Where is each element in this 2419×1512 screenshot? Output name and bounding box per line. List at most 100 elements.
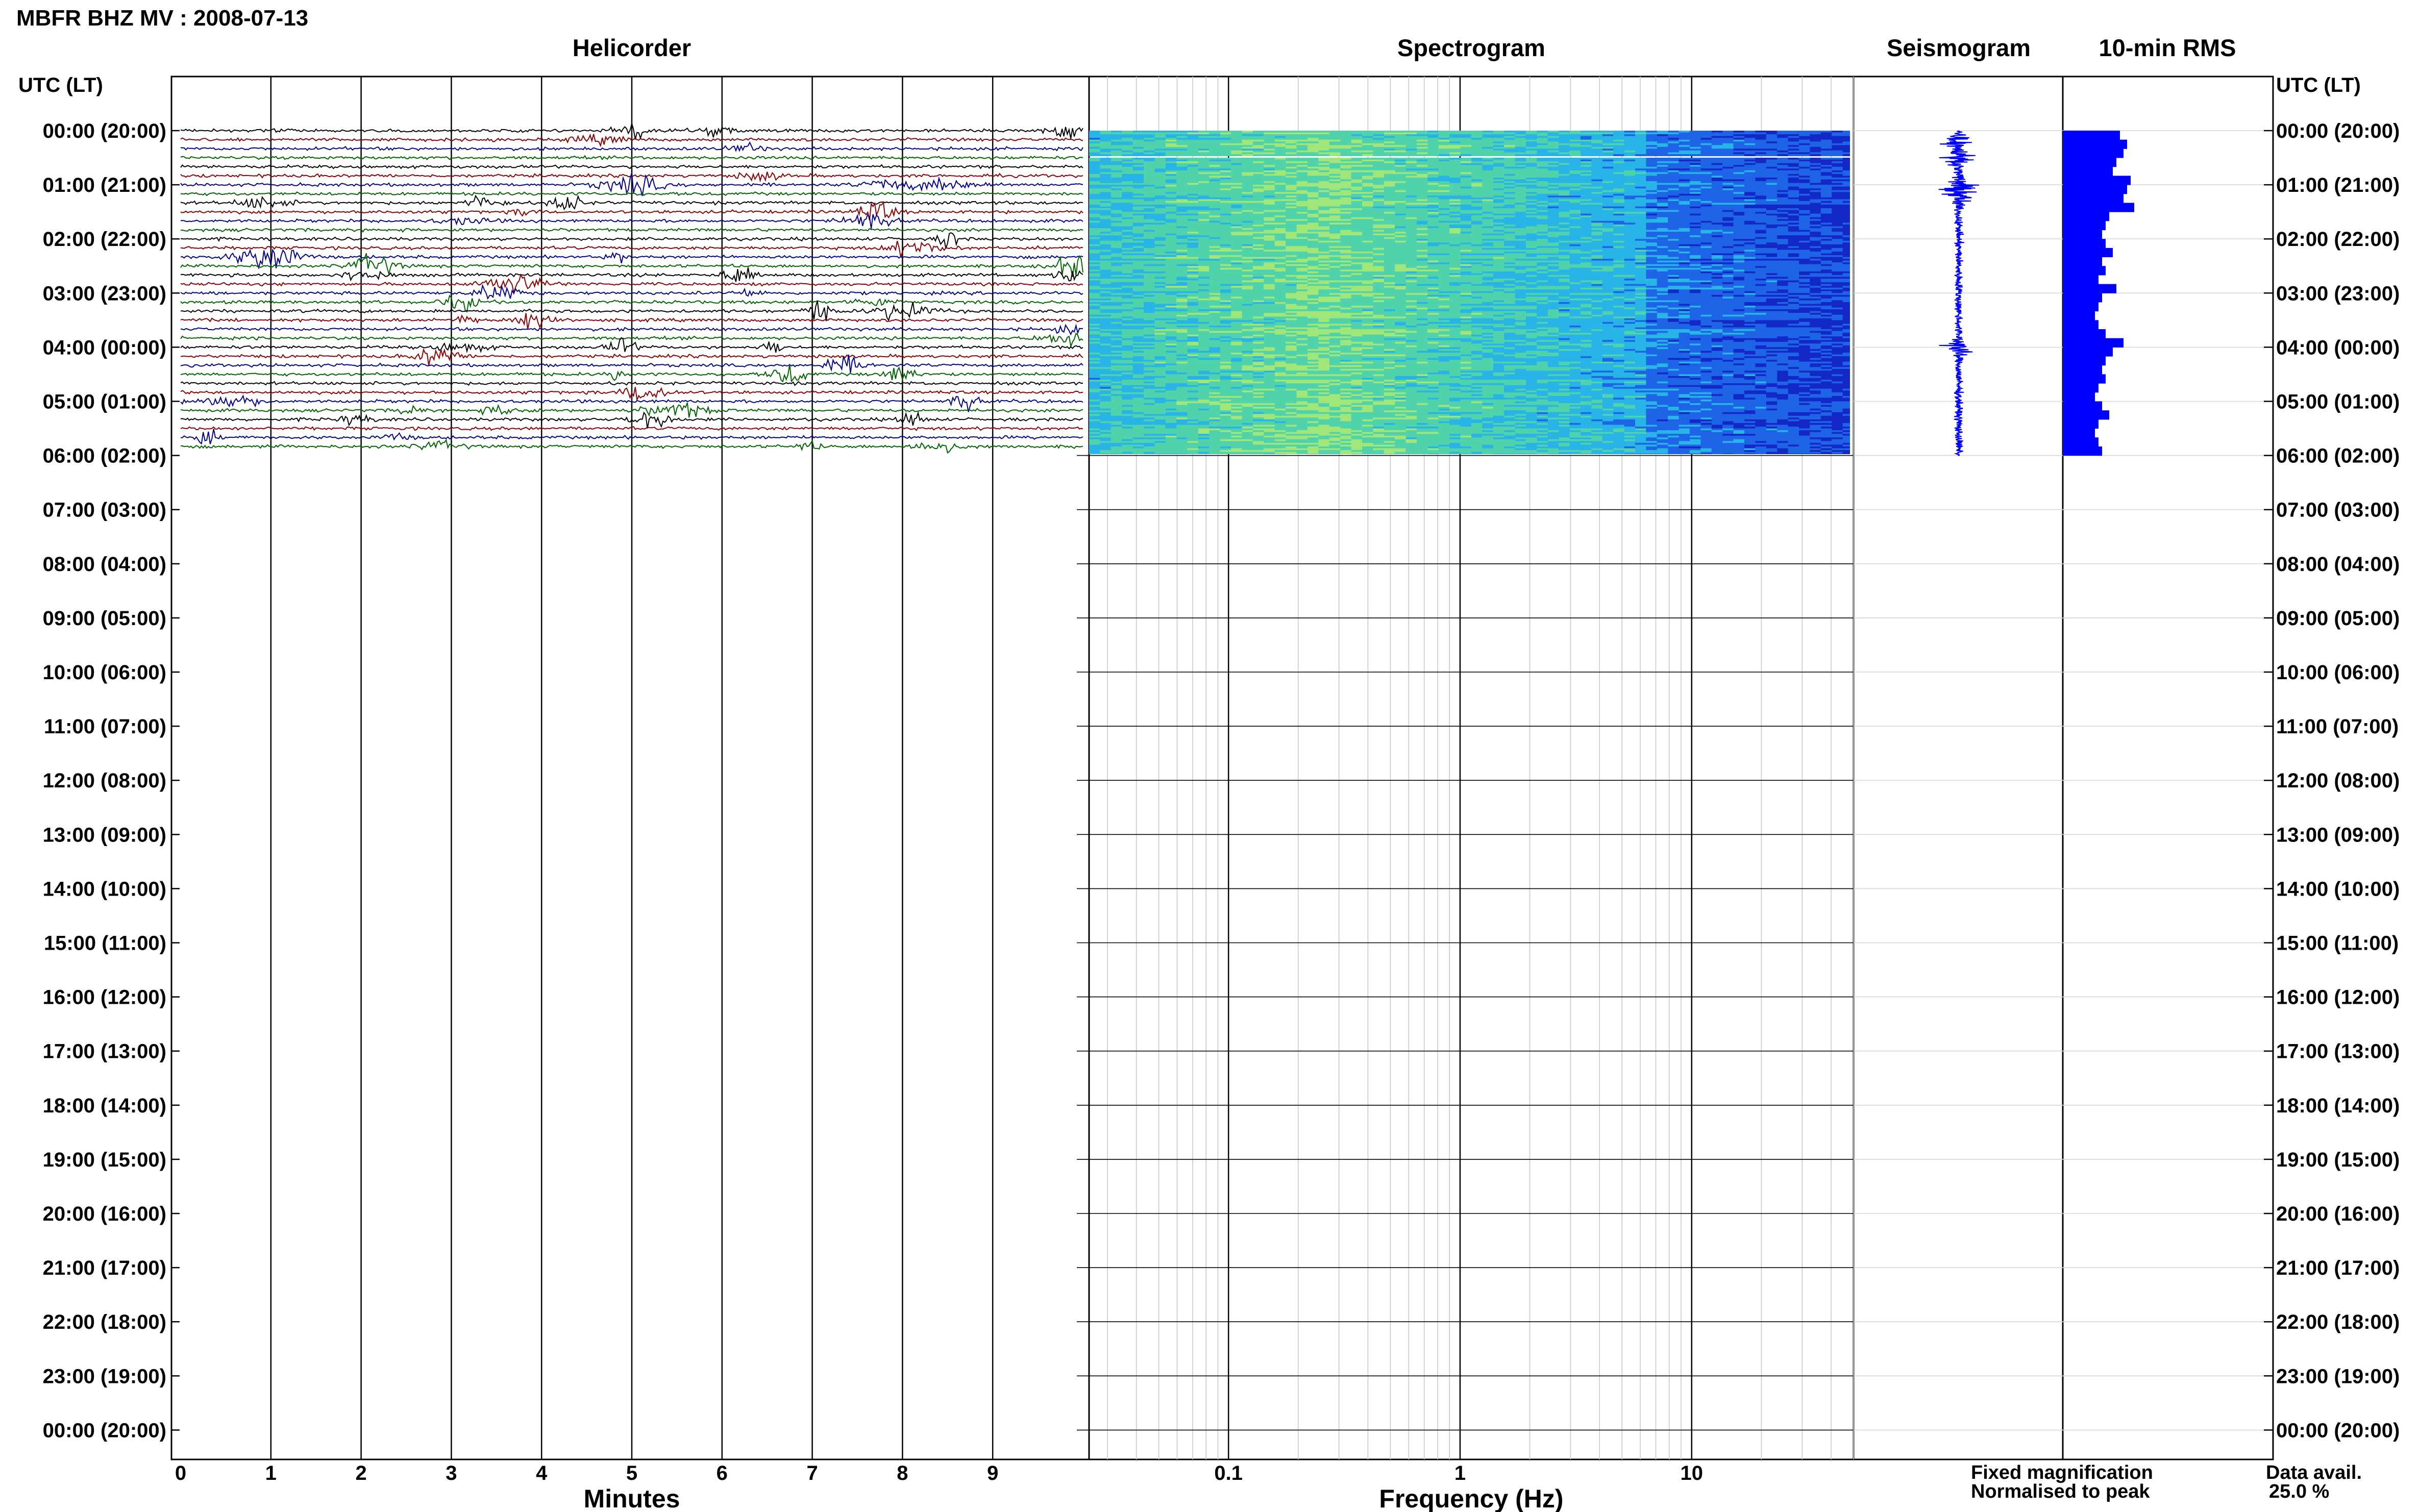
page-title: MBFR BHZ MV : 2008-07-13 [16, 6, 308, 31]
spectrogram-cell [1307, 188, 1319, 191]
spectrogram-cell [1471, 154, 1483, 157]
spectrogram-cell [1132, 255, 1144, 258]
spectrogram-cell [1581, 205, 1592, 207]
spectrogram-cell [1405, 247, 1417, 251]
spectrogram-cell [1766, 193, 1778, 196]
spectrogram-cell [1624, 193, 1636, 196]
spectrogram-cell [1198, 163, 1210, 165]
spectrogram-cell [1722, 217, 1734, 219]
spectrogram-cell [1264, 148, 1275, 151]
spectrogram-cell [1591, 208, 1603, 211]
spectrogram-cell [1110, 220, 1122, 223]
spectrogram-cell [1591, 230, 1603, 232]
spectrogram-cell [1766, 183, 1778, 185]
spectrogram-cell [1340, 181, 1352, 184]
spectrogram-cell [1515, 220, 1526, 223]
spectrogram-cell [1515, 161, 1526, 164]
spectrogram-cell [1537, 186, 1548, 189]
spectrogram-cell [1733, 148, 1745, 151]
spectrogram-cell [1471, 148, 1483, 151]
spectrogram-cell [1493, 201, 1504, 204]
spectrogram-cell [1362, 215, 1373, 218]
spectrogram-cell [1460, 233, 1472, 236]
spectrogram-cell [1493, 185, 1504, 187]
spectrogram-cell [1700, 239, 1712, 241]
spectrogram-cell [1537, 193, 1548, 196]
spectrogram-cell [1144, 176, 1155, 178]
spectrogram-cell [1504, 158, 1516, 160]
spectrogram-cell [1810, 159, 1821, 162]
spectrogram-cell [1602, 208, 1614, 211]
spectrogram-cell [1832, 217, 1843, 219]
spectrogram-cell [1154, 195, 1166, 198]
spectrogram-cell [1777, 240, 1789, 243]
spectrogram-cell [1624, 195, 1636, 198]
spectrogram-cell [1132, 210, 1144, 212]
spectrogram-cell [1405, 217, 1417, 219]
helicorder-trace [180, 213, 1083, 229]
spectrogram-cell [1405, 158, 1417, 160]
spectrogram-cell [1832, 251, 1843, 254]
spectrogram-cell [1198, 141, 1210, 144]
spectrogram-cell [1417, 217, 1428, 219]
spectrogram-cell [1515, 210, 1526, 212]
spectrogram-cell [1187, 154, 1199, 157]
spectrogram-cell [1438, 158, 1450, 160]
spectrogram-cell [1417, 188, 1428, 191]
spectrogram-cell [1395, 213, 1406, 216]
spectrogram-cell [1635, 176, 1646, 178]
spectrogram-cell [1373, 217, 1385, 219]
helicorder-trace [180, 324, 1083, 336]
spectrogram-cell [1373, 165, 1385, 167]
spectrogram-cell [1417, 138, 1428, 140]
spectrogram-cell [1318, 199, 1330, 202]
spectrogram-cell [1766, 242, 1778, 245]
spectrogram-cell [1100, 219, 1112, 221]
spectrogram-cell [1755, 206, 1767, 209]
spectrogram-cell [1755, 240, 1767, 243]
spectrogram-cell [1657, 203, 1668, 205]
spectrogram-cell [1690, 222, 1701, 225]
spectrogram-cell [1438, 186, 1450, 189]
spectrogram-cell [1832, 220, 1843, 223]
spectrogram-cell [1515, 159, 1526, 162]
spectrogram-cell [1340, 134, 1352, 137]
spectrogram-cell [1340, 131, 1352, 133]
spectrogram-cell [1329, 188, 1341, 191]
spectrogram-cell [1613, 217, 1625, 219]
spectrogram-cell [1755, 233, 1767, 236]
spectrogram-cell [1559, 205, 1570, 207]
spectrogram-cell [1122, 186, 1133, 189]
spectrogram-cell [1132, 219, 1144, 221]
spectrogram-cell [1602, 192, 1614, 194]
spectrogram-cell [1395, 228, 1406, 231]
spectrogram-cell [1144, 233, 1155, 236]
spectrogram-cell [1668, 165, 1680, 167]
spectrogram-cell [1820, 228, 1832, 231]
spectrogram-cell [1799, 203, 1810, 205]
spectrogram-cell [1471, 230, 1483, 232]
spectrogram-cell [1700, 188, 1712, 191]
spectrogram-cell [1788, 177, 1799, 180]
spectrogram-cell [1460, 246, 1472, 249]
spectrogram-cell [1362, 212, 1373, 214]
spectrogram-cell [1679, 152, 1690, 155]
spectrogram-cell [1449, 170, 1461, 172]
spectrogram-cell [1460, 188, 1472, 191]
spectrogram-cell [1438, 247, 1450, 251]
spectrogram-cell [1635, 161, 1646, 164]
spectrogram-cell [1581, 136, 1592, 138]
spectrogram-cell [1209, 199, 1221, 202]
spectrogram-cell [1122, 240, 1133, 243]
spectrogram-cell [1799, 199, 1810, 202]
spectrogram-cell [1559, 233, 1570, 236]
spectrogram-cell [1274, 228, 1286, 231]
spectrogram-cell [1613, 224, 1625, 227]
spectrogram-cell [1504, 213, 1516, 216]
spectrogram-cell [1176, 205, 1188, 207]
spectrogram-cell [1449, 213, 1461, 216]
spectrogram-cell [1547, 220, 1559, 223]
spectrogram-cell [1810, 215, 1821, 218]
spectrogram-cell [1581, 215, 1592, 218]
spectrogram-cell [1242, 176, 1253, 178]
